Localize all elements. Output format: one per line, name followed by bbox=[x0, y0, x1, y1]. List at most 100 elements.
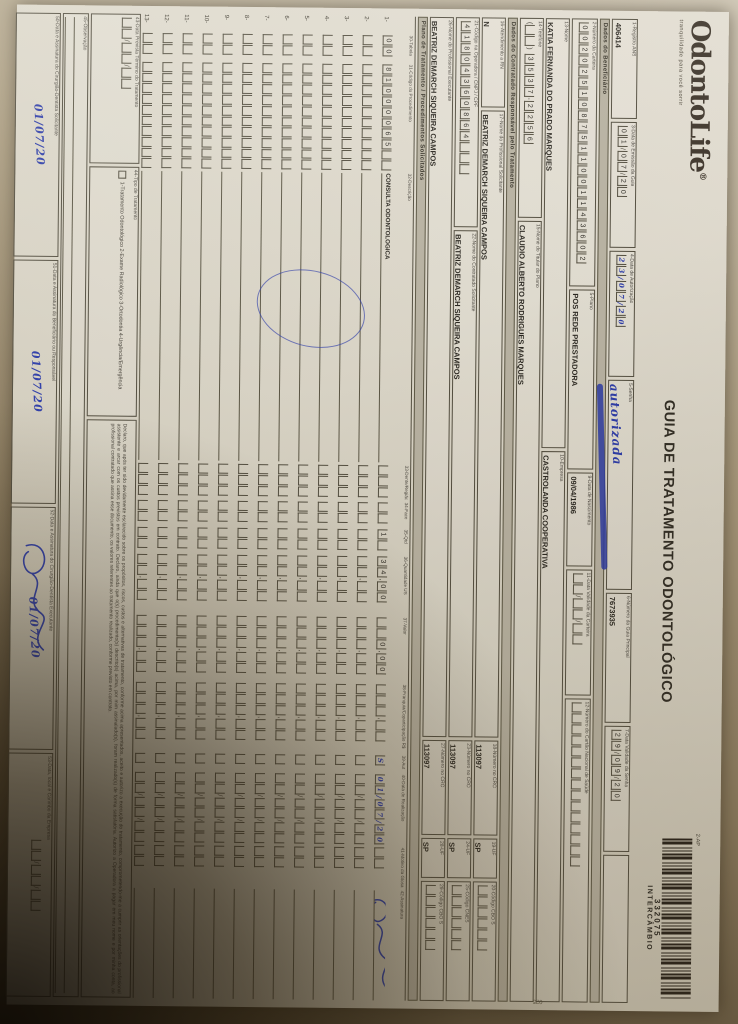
digit-cell: 2 bbox=[616, 175, 627, 186]
form-header: OdontoLife® tranquilidade para você sorr… bbox=[529, 19, 723, 1004]
separator: / bbox=[374, 820, 384, 824]
digit-cell bbox=[156, 615, 167, 626]
digit-cell bbox=[361, 85, 372, 96]
digit-cell bbox=[120, 78, 131, 89]
digit-cell bbox=[315, 652, 326, 663]
separator: , bbox=[296, 649, 304, 652]
digit-cell bbox=[181, 83, 192, 94]
digit-cell bbox=[335, 694, 346, 706]
handwritten-date-2: 01/07/20 bbox=[28, 350, 45, 413]
digit-cell bbox=[301, 149, 312, 159]
digit-cell bbox=[275, 694, 286, 705]
digit-cell bbox=[153, 845, 164, 856]
digit-cell bbox=[137, 499, 148, 510]
digit-cell bbox=[181, 115, 192, 126]
digit-cell bbox=[256, 566, 267, 577]
digit-cell bbox=[276, 555, 287, 566]
cell-tabela bbox=[142, 32, 153, 59]
digit-cell bbox=[276, 627, 287, 638]
digit-cell bbox=[194, 797, 205, 808]
digit-cell: 0 bbox=[615, 280, 626, 291]
field-uf-solicitante: 19-UF SP bbox=[472, 838, 497, 879]
row-number: 8- bbox=[242, 14, 249, 21]
cell-dente bbox=[277, 464, 288, 498]
cell-face bbox=[197, 500, 208, 524]
separator: / bbox=[315, 820, 323, 823]
cell-tabela bbox=[282, 34, 293, 60]
digit-cell bbox=[136, 625, 147, 636]
digit-cell bbox=[221, 137, 232, 148]
digit-cell bbox=[236, 590, 247, 601]
digit-cell bbox=[137, 473, 148, 484]
cell-aut bbox=[334, 754, 345, 771]
digit-cell bbox=[175, 662, 186, 673]
cell-valor: , bbox=[135, 614, 147, 679]
digit-cell bbox=[321, 127, 332, 138]
separator: / bbox=[335, 820, 343, 823]
digit-cell bbox=[273, 846, 284, 857]
digit-cell bbox=[182, 44, 193, 55]
digit-cell: 0 bbox=[375, 664, 386, 675]
digit-cell: 2 bbox=[610, 779, 621, 790]
cell-tabela bbox=[342, 34, 353, 61]
digit-cell bbox=[376, 628, 387, 639]
digit-cell bbox=[341, 128, 352, 138]
field-data-nascimento: 9-Data de Nascimento 09/04/1986 bbox=[565, 472, 593, 567]
digit-cell bbox=[356, 540, 368, 551]
digit-cell: 7 bbox=[523, 86, 534, 97]
digit-cell bbox=[134, 821, 145, 832]
digit-cell bbox=[161, 104, 172, 115]
field-prof-solicitante: 17-Nome do Profissional Solicitante BEAT… bbox=[474, 110, 505, 738]
digit-cell bbox=[214, 821, 225, 832]
digit-cell bbox=[341, 149, 352, 160]
digit-cell: 4 bbox=[459, 65, 471, 76]
separator: / bbox=[195, 794, 203, 797]
col-qtd: 35-Qtd bbox=[403, 529, 409, 544]
separator: / bbox=[374, 795, 384, 799]
digit-cell bbox=[174, 729, 186, 740]
digit-cell bbox=[136, 578, 147, 589]
cell-data-realizacao: / / bbox=[213, 772, 225, 843]
cell-quantidade-us: , bbox=[236, 554, 247, 613]
sig-dentista-executante: 52-Data e Assinatura do Cirurgião-Dentis… bbox=[8, 506, 56, 751]
digit-cell bbox=[201, 73, 212, 83]
digit-cell bbox=[154, 782, 165, 793]
digit-cell: 0 bbox=[578, 22, 589, 33]
digit-cell bbox=[276, 580, 287, 591]
digit-cell bbox=[569, 845, 580, 856]
digit-cell bbox=[141, 115, 152, 126]
digit-cell bbox=[177, 500, 188, 511]
digit-cell bbox=[215, 637, 227, 648]
cell-motivo-glosa bbox=[253, 846, 264, 886]
digit-cell bbox=[196, 554, 207, 565]
digit-cell bbox=[342, 45, 353, 57]
row-number: 1- bbox=[382, 16, 389, 22]
cell-valor: , bbox=[315, 616, 327, 681]
digit-cell: 9 bbox=[610, 740, 621, 751]
digit-cell bbox=[155, 704, 166, 715]
cell-data-realizacao: 0 1/0 7/2 0 bbox=[373, 774, 385, 845]
digit-cell bbox=[274, 773, 285, 784]
col-assinatura: 42-Assinatura bbox=[399, 890, 405, 919]
field-previsao-termino: 43-Data Prevista Término do Tratamento /… bbox=[89, 13, 141, 164]
separator: , bbox=[216, 715, 224, 718]
digit-cell bbox=[241, 84, 252, 95]
separator: / bbox=[122, 64, 130, 67]
digit-cell bbox=[334, 754, 345, 766]
sig-carimbo-empresa: 53-Data, local e Carimbo da Empresa / / bbox=[5, 752, 54, 997]
digit-cell bbox=[215, 682, 226, 693]
digit-cell bbox=[280, 159, 292, 170]
digit-cell: 0 bbox=[610, 790, 621, 801]
digit-cell bbox=[425, 884, 436, 895]
digit-cell bbox=[377, 513, 388, 524]
separator: , bbox=[316, 716, 324, 719]
digit-cell bbox=[273, 833, 284, 844]
digit-cell bbox=[235, 637, 247, 648]
digit-cell bbox=[381, 149, 392, 160]
digit-cell bbox=[197, 511, 208, 522]
digit-cell bbox=[294, 798, 305, 809]
digit-cell bbox=[377, 476, 388, 487]
digit-cell bbox=[155, 637, 167, 648]
cell-face bbox=[237, 500, 248, 525]
digit-cell: 0 bbox=[578, 33, 589, 44]
